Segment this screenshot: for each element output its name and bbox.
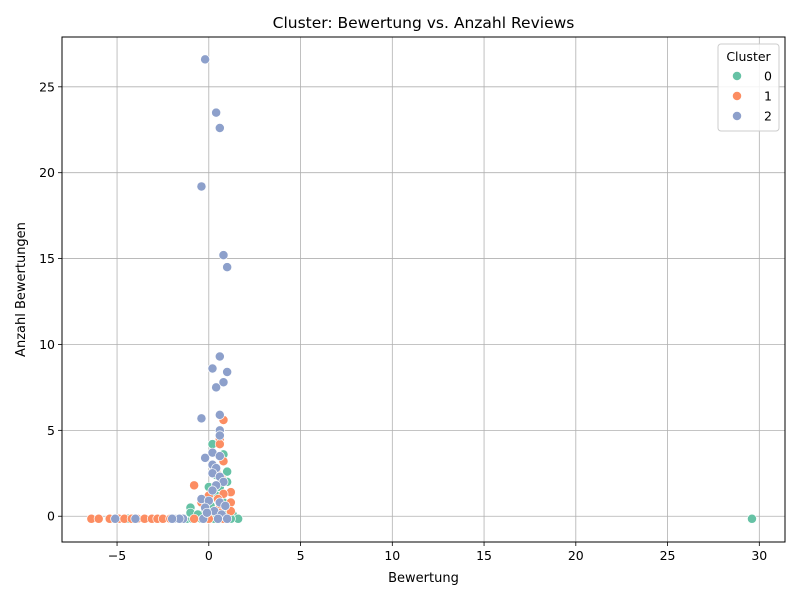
data-point	[747, 513, 757, 524]
data-point	[214, 451, 225, 462]
legend-marker	[732, 111, 742, 121]
x-tick-label: 15	[476, 548, 492, 563]
data-point	[189, 480, 200, 491]
legend-marker	[732, 71, 742, 81]
series-cluster-2	[110, 54, 233, 524]
plot-frame	[61, 36, 786, 543]
legend-label: 0	[764, 69, 772, 84]
data-point	[222, 366, 233, 377]
legend-label: 1	[764, 89, 772, 104]
x-tick-label: 10	[384, 548, 400, 563]
data-point	[200, 54, 211, 65]
x-axis-title: Bewertung	[388, 571, 459, 586]
legend-box	[717, 43, 780, 132]
data-point	[214, 439, 225, 450]
legend-entry-0: 0	[732, 69, 772, 84]
data-point	[220, 500, 231, 511]
data-point	[214, 123, 225, 133]
data-point	[167, 513, 178, 524]
legend-entry-1: 1	[732, 89, 772, 104]
points-layer	[86, 54, 757, 524]
data-point	[130, 513, 141, 524]
x-tick-label: 25	[660, 548, 676, 563]
data-point	[222, 466, 233, 477]
data-point	[214, 409, 225, 420]
legend-marker	[732, 91, 742, 101]
y-tick-label: 5	[47, 423, 55, 438]
ticks-layer: −5 0 5 10 15 20 25 30 0 5 10 15 20 25	[39, 79, 767, 563]
y-tick-label: 25	[39, 79, 55, 94]
legend-entries: 0 1 2	[732, 69, 772, 124]
y-tick-label: 10	[39, 337, 55, 352]
chart-title: Cluster: Bewertung vs. Anzahl Reviews	[273, 14, 575, 32]
data-point	[93, 513, 104, 524]
y-axis-title: Anzahl Bewertungen	[14, 222, 29, 357]
legend-entry-2: 2	[732, 109, 772, 124]
data-point	[218, 377, 229, 388]
x-tick-label: 5	[297, 548, 305, 563]
data-point	[196, 181, 207, 192]
data-point	[207, 363, 218, 374]
data-point	[196, 413, 207, 424]
x-tick-label: 20	[568, 548, 584, 563]
y-tick-label: 15	[39, 251, 55, 266]
legend: Cluster 0 1 2	[717, 43, 780, 132]
data-point	[218, 250, 229, 261]
data-point	[213, 513, 223, 524]
data-point	[110, 513, 121, 524]
data-point	[200, 452, 211, 463]
data-point	[222, 513, 233, 524]
x-tick-label: 30	[751, 548, 767, 563]
y-tick-label: 0	[47, 509, 55, 524]
data-point	[202, 507, 212, 518]
data-point	[189, 513, 200, 524]
data-point	[214, 351, 225, 362]
data-point	[214, 430, 225, 441]
data-point	[207, 485, 218, 496]
data-point	[211, 382, 222, 393]
y-tick-label: 20	[39, 165, 55, 180]
legend-label: 2	[764, 109, 772, 124]
data-point	[211, 107, 222, 118]
data-point	[222, 262, 233, 273]
grid-layer	[62, 37, 785, 542]
x-tick-label: −5	[108, 548, 126, 563]
legend-title: Cluster	[726, 49, 771, 64]
x-tick-label: 0	[205, 548, 213, 563]
